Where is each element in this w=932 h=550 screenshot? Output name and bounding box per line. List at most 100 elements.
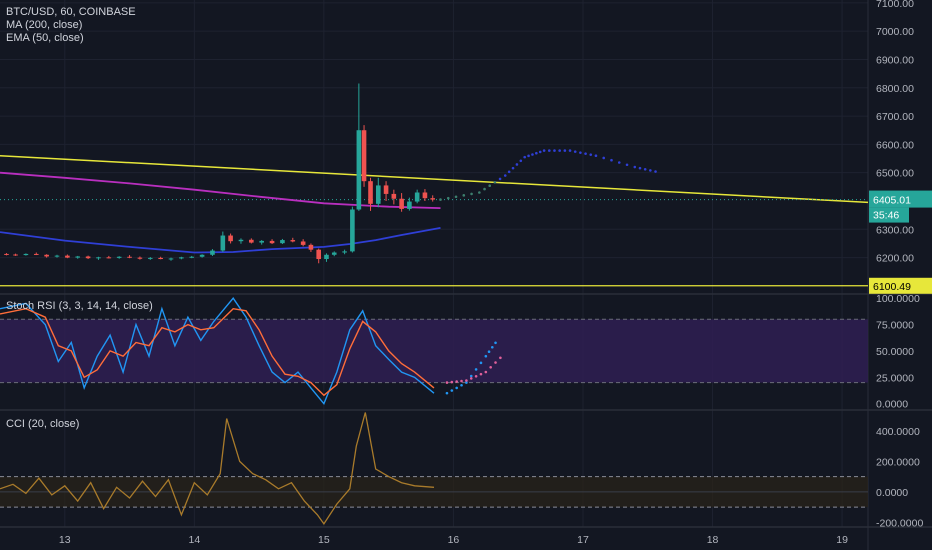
projection-dot [602, 156, 606, 160]
projection-dot [511, 166, 515, 170]
x-tick-label: 16 [448, 534, 460, 546]
x-tick-label: 14 [188, 534, 200, 546]
projection-dot [439, 198, 442, 201]
projection-dot [454, 195, 458, 199]
projection-dot [446, 196, 450, 200]
candle-body [158, 257, 163, 260]
candle-body [210, 250, 215, 255]
candle-body [430, 198, 436, 200]
level-price-value: 6100.49 [873, 281, 911, 293]
projection-dot [610, 158, 613, 162]
stoch-projection-dot [494, 361, 497, 364]
candle-body [137, 257, 143, 259]
projection-dot [519, 159, 523, 163]
projection-dot [584, 152, 587, 155]
axes: 7100.00 7000.00 6900.00 6800.00 6700.00 6600.… [59, 0, 924, 546]
candle-body [368, 181, 373, 204]
stoch-projection-dot [474, 368, 478, 371]
projection-dot [523, 155, 526, 159]
projection-dot [507, 170, 511, 174]
stoch-projection-dot [455, 380, 458, 383]
stoch-projection-dot [479, 372, 483, 376]
candle-body [280, 240, 285, 244]
candle-body [4, 253, 9, 255]
projection-dot [625, 163, 629, 167]
ema-indicator-label[interactable]: EMA (50, close) [6, 32, 84, 44]
stoch-y-tick-label: 75.0000 [876, 320, 914, 332]
projection-dot [478, 191, 481, 194]
projection-dot [488, 184, 492, 188]
candle-body [127, 256, 132, 258]
stoch-projection-dot [445, 391, 449, 395]
candle-body [179, 257, 184, 259]
cci-y-tick-label: -200.0000 [876, 517, 923, 529]
main-y-tick-label: 6800.00 [876, 83, 914, 95]
last-price-value: 6405.01 [873, 195, 911, 207]
projection-dot [654, 170, 657, 173]
candle-body [33, 253, 39, 255]
candle-body [199, 254, 205, 257]
stoch-projection-dot [460, 383, 463, 387]
stoch-rsi-label[interactable]: Stoch RSI (3, 3, 14, 14, close) [6, 300, 153, 312]
candle-body [316, 249, 321, 260]
candle-body [342, 251, 347, 253]
candle-body [259, 240, 264, 243]
indicator-bands [0, 318, 868, 508]
projection-dot [470, 192, 473, 196]
main-legend: BTC/USD, 60, COINBASE MA (200, close) EM… [6, 6, 136, 45]
projection-dot [633, 165, 637, 169]
stoch-y-tick-label: 100.0000 [876, 293, 920, 305]
candle-body [168, 258, 174, 260]
candle-body [399, 198, 404, 209]
candle-body [350, 209, 355, 252]
candle-body [422, 192, 428, 199]
candle-body [290, 240, 296, 242]
candle-body [331, 252, 337, 255]
countdown-tag [869, 207, 909, 223]
x-tick-label: 19 [836, 534, 848, 546]
projection-dot [573, 150, 577, 153]
series-lines [0, 149, 869, 526]
stoch-projection-dot [487, 350, 491, 354]
candle-body [189, 256, 195, 258]
stoch-projection-dot [469, 377, 473, 380]
stoch-rsi-legend: Stoch RSI (3, 3, 14, 14, close) [6, 300, 153, 313]
projection-dot [579, 151, 582, 154]
candle-body [391, 193, 397, 199]
ma-indicator-label[interactable]: MA (200, close) [6, 19, 83, 31]
candle-body [375, 185, 381, 204]
main-y-tick-label: 7100.00 [876, 0, 914, 10]
projection-dot [558, 149, 561, 152]
x-tick-label: 13 [59, 534, 71, 546]
projection-dot [527, 154, 530, 158]
candle-body [238, 239, 244, 242]
last-price-tag [869, 190, 932, 208]
candle-body [147, 257, 153, 259]
candle-body [96, 257, 101, 259]
x-tick-label: 17 [577, 534, 589, 546]
stoch-projection-dot [465, 379, 468, 382]
trend-line [0, 154, 869, 204]
projection-dot [462, 194, 466, 197]
projection-dot [493, 181, 497, 184]
main-y-tick-label: 6600.00 [876, 139, 914, 151]
stoch-y-tick-label: 50.0000 [876, 346, 914, 358]
candle-body [106, 257, 112, 259]
projection-dot [503, 174, 507, 177]
candle-body [308, 244, 314, 250]
main-y-tick-label: 6500.00 [876, 168, 914, 180]
stoch-projection-dot [490, 345, 494, 349]
candle-body [414, 192, 420, 202]
projection-dot [649, 169, 652, 172]
candle-body [300, 241, 306, 245]
symbol-label[interactable]: BTC/USD, 60, COINBASE [6, 6, 136, 18]
projection-dot [498, 177, 502, 181]
cci-label[interactable]: CCI (20, close) [6, 418, 80, 430]
candle-body [85, 256, 91, 259]
projection-dot [643, 167, 647, 171]
projection-dot [483, 187, 486, 191]
projection-dot [589, 153, 593, 156]
projection-dot [535, 151, 538, 155]
